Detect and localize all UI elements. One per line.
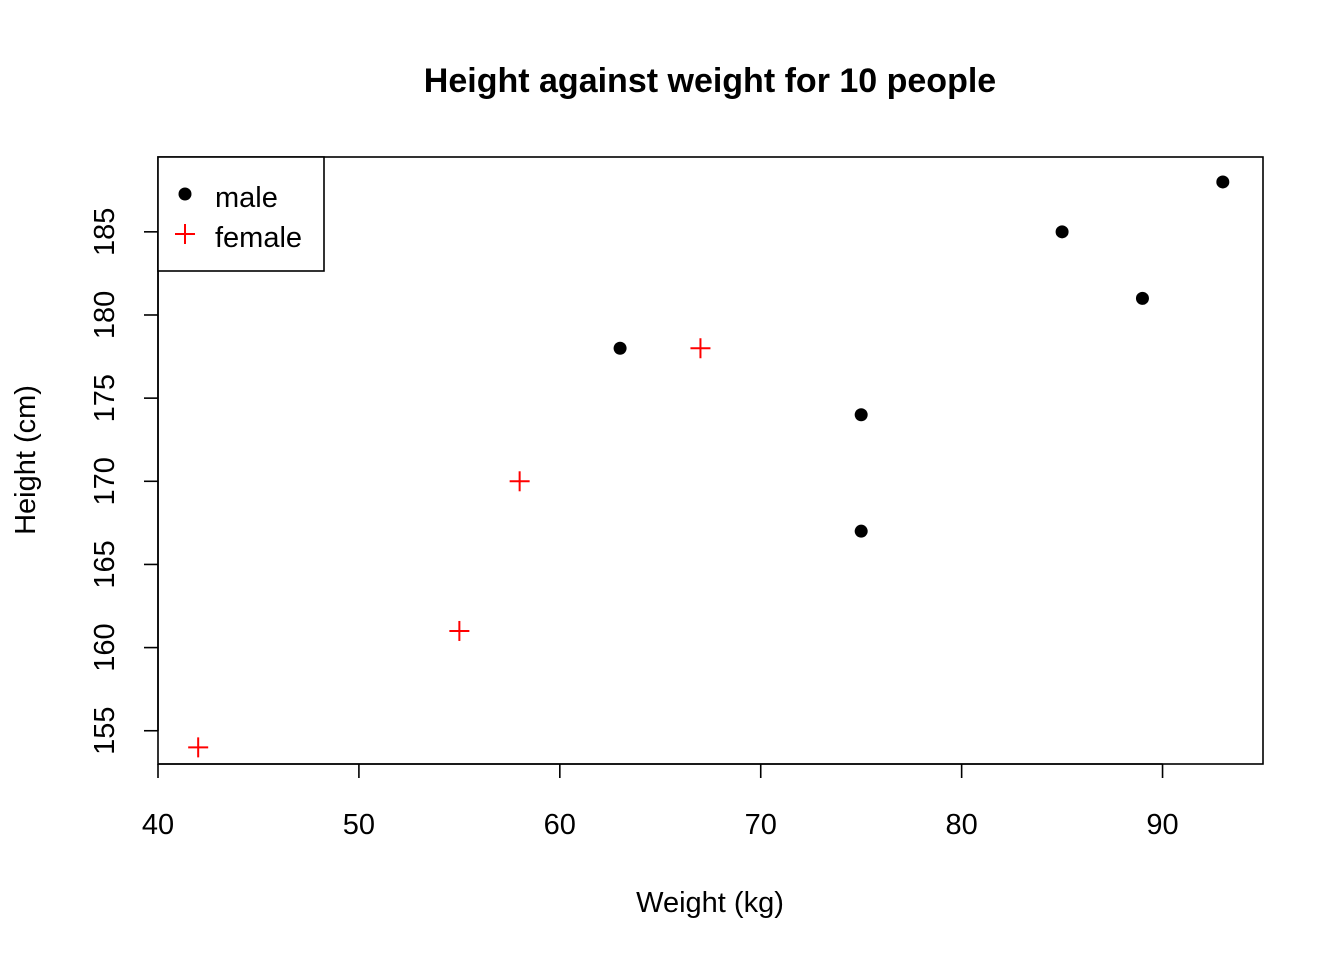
data-points (188, 175, 1230, 758)
point-female (449, 620, 470, 641)
point-male (613, 341, 627, 355)
x-axis: 40 50 60 70 80 90 (142, 763, 1179, 841)
x-tick-label: 70 (745, 809, 777, 841)
point-male (854, 408, 868, 422)
y-tick-label: 175 (89, 374, 121, 422)
point-male (1216, 175, 1230, 189)
x-tick-label: 60 (544, 809, 576, 841)
point-female (509, 471, 530, 492)
legend-female-label: female (215, 222, 302, 254)
chart-title: Height against weight for 10 people (424, 62, 996, 100)
x-tick-label: 50 (343, 809, 375, 841)
legend-box (157, 156, 325, 272)
y-tick-label: 165 (89, 540, 121, 588)
y-tick-label: 155 (89, 707, 121, 755)
point-female (188, 737, 209, 758)
x-tick-label: 90 (1146, 809, 1178, 841)
point-female (690, 338, 711, 359)
y-tick-label: 185 (89, 208, 121, 256)
x-axis-label: Weight (kg) (636, 887, 784, 919)
legend: male female (157, 156, 325, 272)
x-tick-label: 40 (142, 809, 174, 841)
point-male (854, 524, 868, 538)
x-tick-label: 80 (946, 809, 978, 841)
legend-male-label: male (215, 182, 278, 214)
y-tick-label: 180 (89, 291, 121, 339)
y-axis-label: Height (cm) (10, 385, 42, 535)
y-tick-label: 170 (89, 457, 121, 505)
y-tick-label: 160 (89, 623, 121, 671)
point-male (1055, 225, 1069, 239)
y-axis: 155 160 165 170 175 180 185 (89, 208, 159, 755)
point-male (1135, 291, 1149, 305)
legend-male-marker (178, 187, 192, 201)
legend-female-marker (175, 224, 195, 244)
